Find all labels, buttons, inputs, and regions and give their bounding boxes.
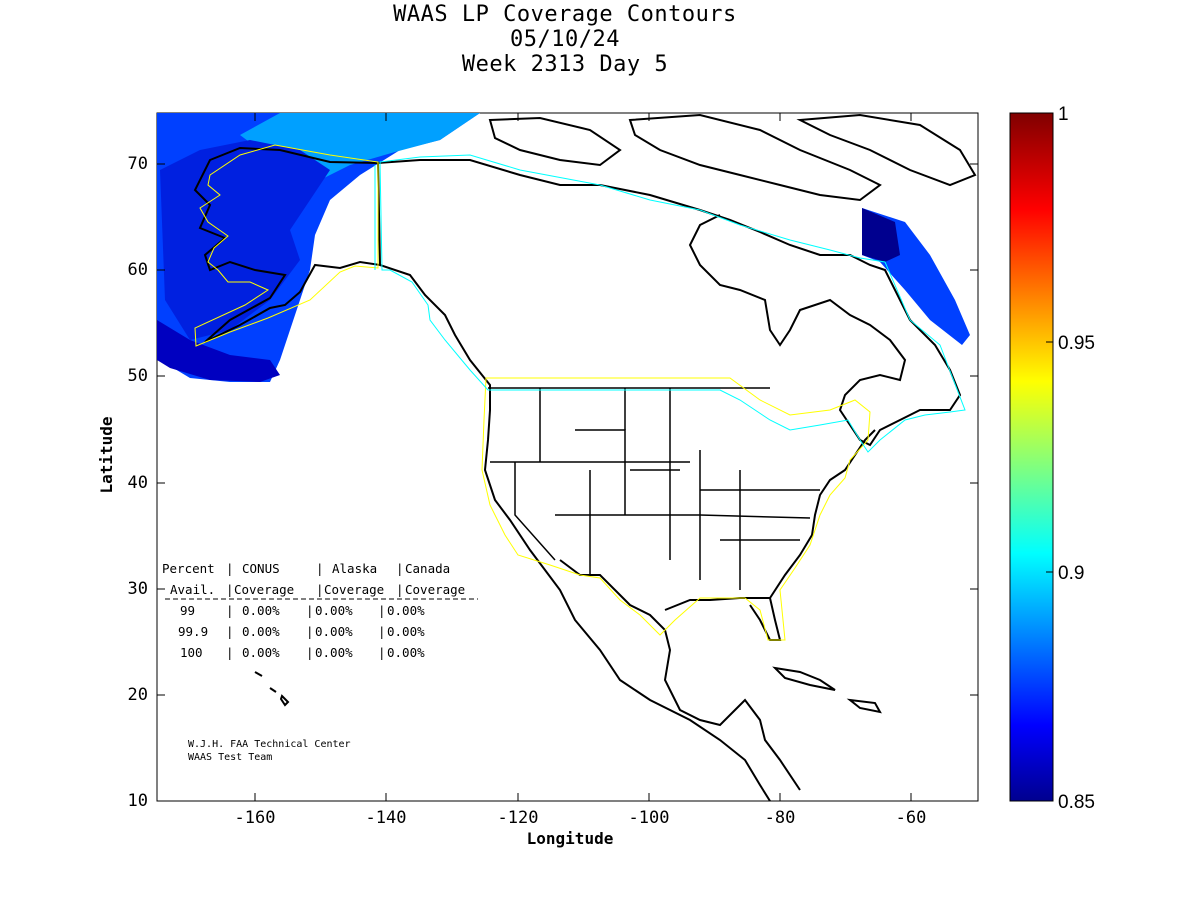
table-header-canada: Canada [405, 561, 450, 576]
table-row-canada: 0.00% [387, 624, 425, 639]
colorbar-ticks: 1 0.95 0.9 0.85 [1046, 104, 1095, 813]
y-tick-label: 60 [128, 260, 148, 280]
svg-text:|: | [316, 561, 324, 576]
canada-boundary [379, 154, 966, 453]
svg-text:|: | [396, 582, 404, 597]
table-row-conus: 0.00% [242, 603, 280, 618]
table-row-alaska: 0.00% [315, 645, 353, 660]
map-date: 05/10/24 [510, 27, 620, 52]
x-tick-label: -140 [366, 808, 407, 828]
table-row-conus: 0.00% [242, 624, 280, 639]
colorbar [1009, 112, 1054, 802]
table-header-conus: CONUS [242, 561, 280, 576]
coverage-contour-labrador-dark [862, 208, 900, 262]
map-title: WAAS LP Coverage Contours [393, 2, 737, 27]
table-row-avail: 99 [180, 603, 195, 618]
x-tick-label: -100 [629, 808, 670, 828]
svg-text:|: | [378, 603, 386, 618]
state-boundaries [488, 387, 820, 590]
svg-text:|: | [226, 624, 234, 639]
svg-text:|: | [316, 582, 324, 597]
colorbar-tick-label: 0.9 [1058, 563, 1084, 584]
y-axis-label: Latitude [97, 416, 116, 493]
credit-center: W.J.H. FAA Technical Center [188, 739, 351, 750]
y-tick-label: 30 [128, 579, 148, 599]
svg-text:|: | [226, 603, 234, 618]
svg-text:|: | [396, 561, 404, 576]
map-week-day: Week 2313 Day 5 [461, 52, 669, 77]
svg-text:|: | [226, 561, 234, 576]
table-row-alaska: 0.00% [315, 624, 353, 639]
svg-text:|: | [306, 603, 314, 618]
svg-text:|: | [306, 624, 314, 639]
svg-text:|: | [306, 645, 314, 660]
table-row-alaska: 0.00% [315, 603, 353, 618]
x-tick-label: -120 [498, 808, 539, 828]
table-subheader-canada: Coverage [405, 582, 465, 597]
credit-team: WAAS Test Team [188, 752, 272, 763]
colorbar-tick-label: 1 [1058, 104, 1069, 125]
table-subheader-avail: Avail. [170, 582, 215, 597]
table-row-avail: 99.9 [178, 624, 208, 639]
table-subheader-conus: Coverage [234, 582, 294, 597]
alaska-boundary [194, 144, 379, 347]
x-axis: -160 -140 -120 -100 -80 -60 [235, 113, 927, 828]
svg-text:|: | [226, 645, 234, 660]
table-row-avail: 100 [180, 645, 203, 660]
table-row-conus: 0.00% [242, 645, 280, 660]
y-axis: 10 20 30 40 50 60 70 [128, 154, 978, 811]
y-tick-label: 40 [128, 473, 148, 493]
table-header-percent: Percent [162, 561, 215, 576]
x-tick-label: -60 [896, 808, 927, 828]
x-axis-label: Longitude [527, 829, 614, 848]
x-tick-label: -80 [765, 808, 796, 828]
coverage-table: Percent | CONUS | Alaska | Canada Avail.… [162, 561, 478, 660]
y-tick-label: 10 [128, 791, 148, 811]
coverage-contour-dark [157, 320, 280, 382]
table-row-canada: 0.00% [387, 603, 425, 618]
table-header-alaska: Alaska [332, 561, 377, 576]
svg-text:|: | [226, 582, 234, 597]
table-subheader-alaska: Coverage [324, 582, 384, 597]
coverage-contour-mid [160, 140, 330, 340]
colorbar-tick-label: 0.95 [1058, 333, 1095, 354]
y-tick-label: 20 [128, 685, 148, 705]
table-row-canada: 0.00% [387, 645, 425, 660]
y-tick-label: 70 [128, 154, 148, 174]
colorbar-tick-label: 0.85 [1058, 792, 1095, 813]
y-tick-label: 50 [128, 366, 148, 386]
svg-text:|: | [378, 645, 386, 660]
x-tick-label: -160 [235, 808, 276, 828]
svg-text:|: | [378, 624, 386, 639]
conus-boundary [481, 377, 871, 641]
